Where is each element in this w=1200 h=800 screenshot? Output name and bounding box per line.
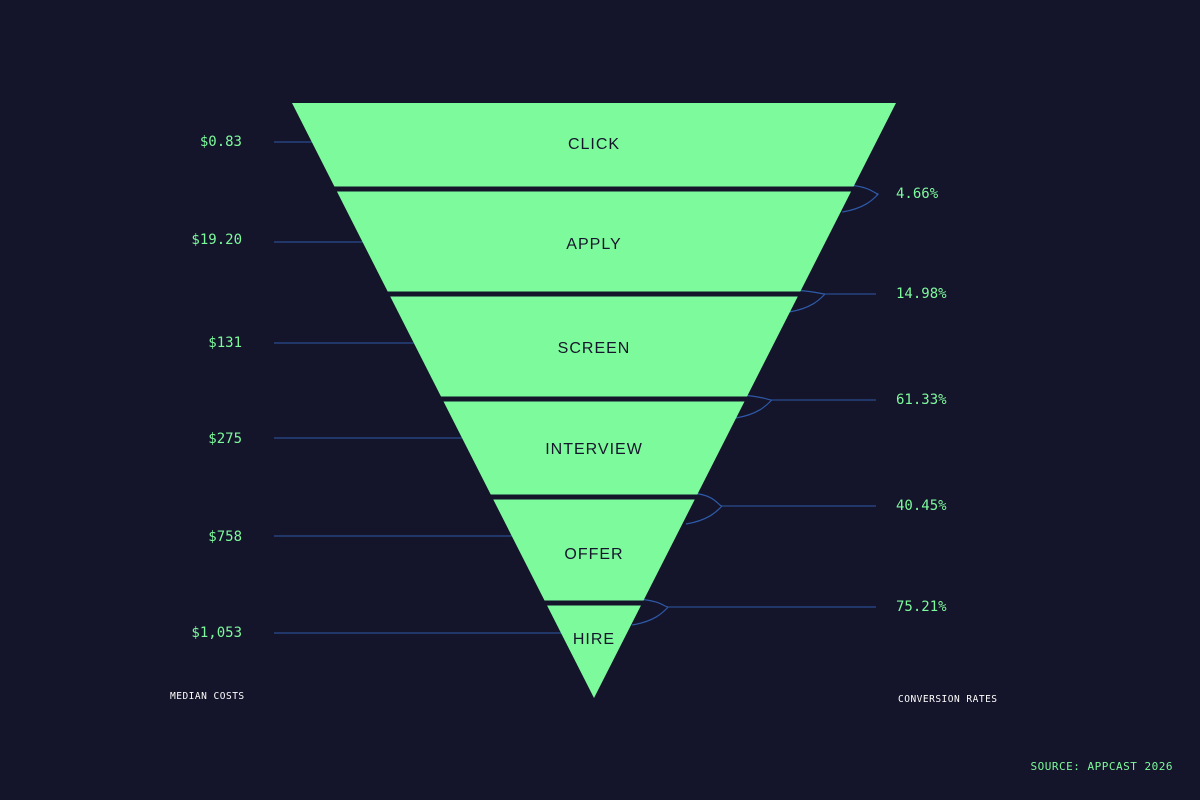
stage-label-hire: HIRE: [573, 631, 615, 648]
source-note: SOURCE: APPCAST 2026: [1031, 760, 1173, 773]
cost-label-offer: $758: [208, 529, 242, 545]
rate-label-3: 61.33%: [896, 392, 947, 408]
funnel-segment-screen: [390, 296, 798, 397]
cost-label-screen: $131: [208, 335, 242, 351]
cost-label-apply: $19.20: [191, 232, 242, 248]
cost-label-hire: $1,053: [191, 625, 242, 641]
funnel-segments: [292, 103, 896, 698]
stage-labels: CLICK APPLY SCREEN INTERVIEW OFFER HIRE: [545, 136, 643, 648]
funnel-segment-click: [292, 103, 896, 187]
stage-label-interview: INTERVIEW: [545, 441, 643, 458]
rate-label-5: 75.21%: [896, 599, 947, 615]
stage-label-click: CLICK: [568, 136, 620, 153]
stage-label-screen: SCREEN: [558, 340, 631, 357]
cost-labels: $0.83 $19.20 $131 $275 $758 $1,053: [191, 134, 242, 641]
funnel-segment-offer: [493, 499, 695, 601]
rate-labels: 4.66% 14.98% 61.33% 40.45% 75.21%: [896, 186, 947, 615]
rate-label-1: 4.66%: [896, 186, 939, 202]
stage-label-offer: OFFER: [564, 546, 623, 563]
rate-label-4: 40.45%: [896, 498, 947, 514]
cost-label-interview: $275: [208, 431, 242, 447]
rate-bracket: [685, 492, 723, 525]
funnel-segment-interview: [443, 401, 745, 495]
leader-lines: [274, 141, 879, 634]
cost-label-click: $0.83: [200, 134, 242, 150]
stage-label-apply: APPLY: [566, 236, 621, 253]
rate-bracket: [842, 184, 879, 213]
funnel-segment-hire: [547, 605, 641, 698]
right-caption: CONVERSION RATES: [898, 694, 998, 705]
left-caption: MEDIAN COSTS: [170, 691, 245, 702]
funnel-segment-apply: [336, 191, 852, 292]
rate-label-2: 14.98%: [896, 286, 947, 302]
